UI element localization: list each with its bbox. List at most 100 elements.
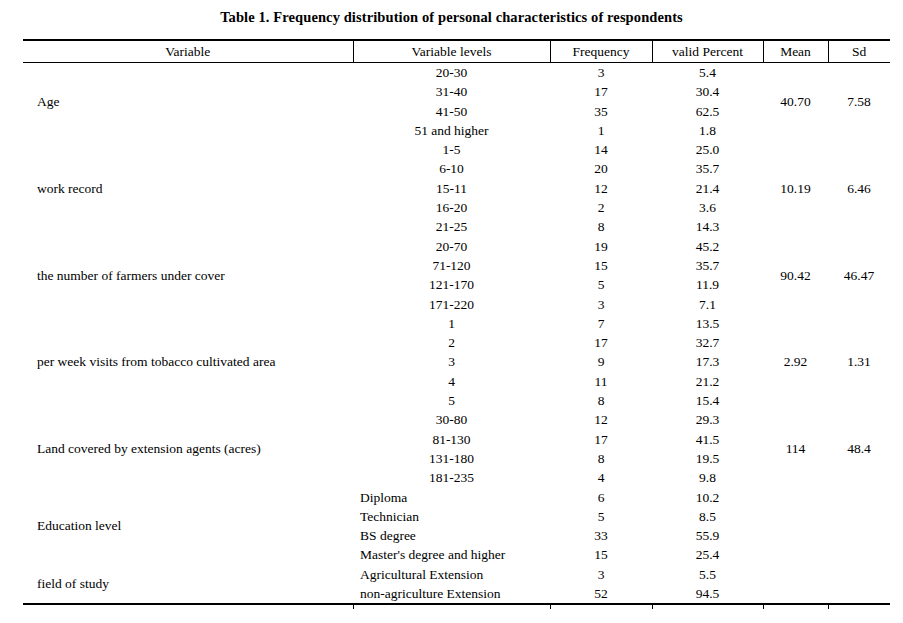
valid-percent-cell: 21.4	[652, 179, 763, 198]
valid-percent-cell: 14.3	[652, 217, 763, 236]
frequency-cell: 52	[550, 584, 652, 604]
mean-cell: 2.92	[763, 314, 828, 410]
level-cell: 20-70	[353, 237, 550, 256]
frequency-cell: 15	[550, 256, 652, 275]
valid-percent-cell: 62.5	[652, 102, 763, 121]
variable-name-cell: field of study	[23, 565, 353, 605]
frequency-cell: 35	[550, 102, 652, 121]
frequency-cell: 14	[550, 140, 652, 159]
valid-percent-cell: 17.3	[652, 352, 763, 371]
valid-percent-cell: 29.3	[652, 410, 763, 429]
level-cell: 51 and higher	[353, 121, 550, 140]
valid-percent-cell: 8.5	[652, 507, 763, 526]
frequency-cell: 33	[550, 526, 652, 545]
level-cell: 30-80	[353, 410, 550, 429]
frequency-cell: 19	[550, 237, 652, 256]
table-row: Age20-3035.440.707.58	[23, 63, 890, 83]
mean-cell: 40.70	[763, 63, 828, 141]
valid-percent-cell: 5.4	[652, 63, 763, 83]
table-row: the number of farmers under cover20-7019…	[23, 237, 890, 256]
valid-percent-cell: 32.7	[652, 333, 763, 352]
mean-cell: 10.19	[763, 140, 828, 236]
border-stub	[550, 605, 551, 609]
frequency-cell: 5	[550, 507, 652, 526]
level-cell: 41-50	[353, 102, 550, 121]
mean-cell: 114	[763, 410, 828, 487]
valid-percent-cell: 13.5	[652, 314, 763, 333]
level-cell: 181-235	[353, 468, 550, 487]
mean-cell	[763, 565, 828, 605]
valid-percent-cell: 30.4	[652, 82, 763, 101]
variable-name-cell: Land covered by extension agents (acres)	[23, 410, 353, 487]
frequency-cell: 11	[550, 372, 652, 391]
frequency-cell: 8	[550, 217, 652, 236]
level-cell: 31-40	[353, 82, 550, 101]
level-cell: 1-5	[353, 140, 550, 159]
variable-name-cell: Age	[23, 63, 353, 141]
column-header-sd: Sd	[828, 40, 890, 63]
table-row: per week visits from tobacco cultivated …	[23, 314, 890, 333]
sd-cell: 7.58	[828, 63, 890, 141]
valid-percent-cell: 94.5	[652, 584, 763, 604]
frequency-cell: 8	[550, 449, 652, 468]
frequency-distribution-table: VariableVariable levelsFrequencyvalid Pe…	[23, 39, 890, 605]
table-title: Table 1. Frequency distribution of perso…	[0, 0, 903, 26]
frequency-cell: 17	[550, 82, 652, 101]
variable-name-cell: per week visits from tobacco cultivated …	[23, 314, 353, 410]
column-header-frequency: Frequency	[550, 40, 652, 63]
frequency-cell: 1	[550, 121, 652, 140]
border-stub	[652, 605, 653, 609]
column-header-valid-percent: valid Percent	[652, 40, 763, 63]
valid-percent-cell: 35.7	[652, 159, 763, 178]
frequency-cell: 12	[550, 410, 652, 429]
sd-cell: 1.31	[828, 314, 890, 410]
valid-percent-cell: 7.1	[652, 295, 763, 314]
level-cell: 121-170	[353, 275, 550, 294]
valid-percent-cell: 41.5	[652, 430, 763, 449]
table-row: Education levelDiploma610.2	[23, 488, 890, 507]
level-cell: 20-30	[353, 63, 550, 83]
variable-name-cell: the number of farmers under cover	[23, 237, 353, 314]
level-cell: Diploma	[353, 488, 550, 507]
level-cell: 21-25	[353, 217, 550, 236]
level-cell: 4	[353, 372, 550, 391]
column-header-variable: Variable	[23, 40, 353, 63]
sd-cell: 46.47	[828, 237, 890, 314]
level-cell: 5	[353, 391, 550, 410]
column-header-mean: Mean	[763, 40, 828, 63]
border-stub	[353, 605, 354, 609]
frequency-cell: 17	[550, 430, 652, 449]
level-cell: 81-130	[353, 430, 550, 449]
valid-percent-cell: 3.6	[652, 198, 763, 217]
level-cell: 3	[353, 352, 550, 371]
level-cell: non-agriculture Extension	[353, 584, 550, 604]
valid-percent-cell: 35.7	[652, 256, 763, 275]
table-container: VariableVariable levelsFrequencyvalid Pe…	[23, 39, 890, 605]
variable-name-cell: Education level	[23, 488, 353, 565]
frequency-cell: 3	[550, 63, 652, 83]
valid-percent-cell: 1.8	[652, 121, 763, 140]
frequency-cell: 4	[550, 468, 652, 487]
table-row: work record1-51425.010.196.46	[23, 140, 890, 159]
valid-percent-cell: 10.2	[652, 488, 763, 507]
level-cell: 131-180	[353, 449, 550, 468]
column-header-variable-levels: Variable levels	[353, 40, 550, 63]
border-stub	[763, 605, 764, 609]
level-cell: 6-10	[353, 159, 550, 178]
level-cell: 171-220	[353, 295, 550, 314]
valid-percent-cell: 11.9	[652, 275, 763, 294]
table-row: field of studyAgricultural Extension35.5	[23, 565, 890, 584]
border-stub	[828, 605, 829, 609]
level-cell: Technician	[353, 507, 550, 526]
level-cell: Master's degree and higher	[353, 545, 550, 564]
level-cell: 1	[353, 314, 550, 333]
sd-cell: 48.4	[828, 410, 890, 487]
frequency-cell: 2	[550, 198, 652, 217]
frequency-cell: 20	[550, 159, 652, 178]
sd-cell	[828, 488, 890, 565]
variable-name-cell: work record	[23, 140, 353, 236]
table-row: Land covered by extension agents (acres)…	[23, 410, 890, 429]
frequency-cell: 7	[550, 314, 652, 333]
valid-percent-cell: 55.9	[652, 526, 763, 545]
sd-cell	[828, 565, 890, 605]
